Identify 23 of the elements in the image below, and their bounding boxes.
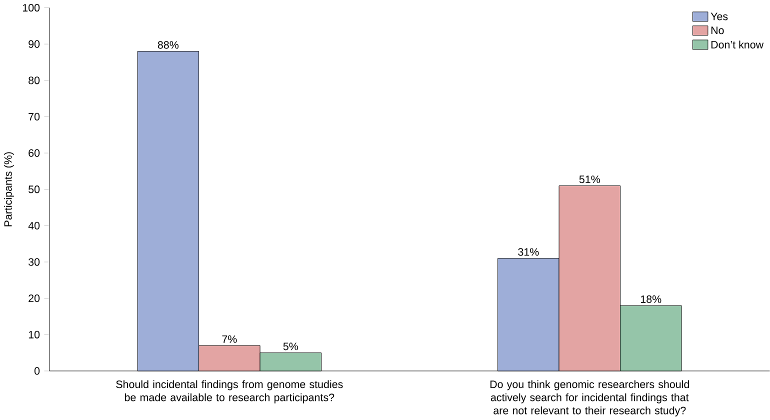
y-tick-label: 70 (28, 112, 40, 120)
data-label: 88% (158, 40, 179, 49)
data-label: 18% (640, 295, 662, 303)
data-label: 5% (283, 342, 298, 350)
y-tick-label: 80 (28, 76, 40, 84)
y-tick-label: 40 (28, 222, 40, 230)
legend-label: No (711, 26, 724, 34)
y-tick-label: 30 (28, 258, 40, 266)
legend-label: Don’t know (711, 40, 764, 48)
legend-label: Yes (710, 12, 728, 20)
y-tick-label: 60 (28, 149, 40, 157)
y-tick-label: 10 (28, 330, 40, 338)
y-tick-label: 50 (28, 185, 40, 193)
x-tick-label: Should incidental findings from genome studies be made available to research participants? (116, 380, 343, 404)
y-axis-title: Participants (%) (4, 152, 14, 226)
data-label: 7% (222, 335, 237, 343)
x-tick-label: Do you think genomic researchers should actively search for incidental findings that are not relevant to their research study? (490, 380, 689, 416)
data-label: 31% (518, 248, 539, 256)
y-tick-label: 0 (34, 366, 40, 375)
y-tick-label: 20 (28, 294, 40, 302)
y-tick-label: 100 (22, 4, 40, 12)
data-label: 51% (579, 175, 600, 183)
y-tick-label: 90 (28, 40, 40, 48)
